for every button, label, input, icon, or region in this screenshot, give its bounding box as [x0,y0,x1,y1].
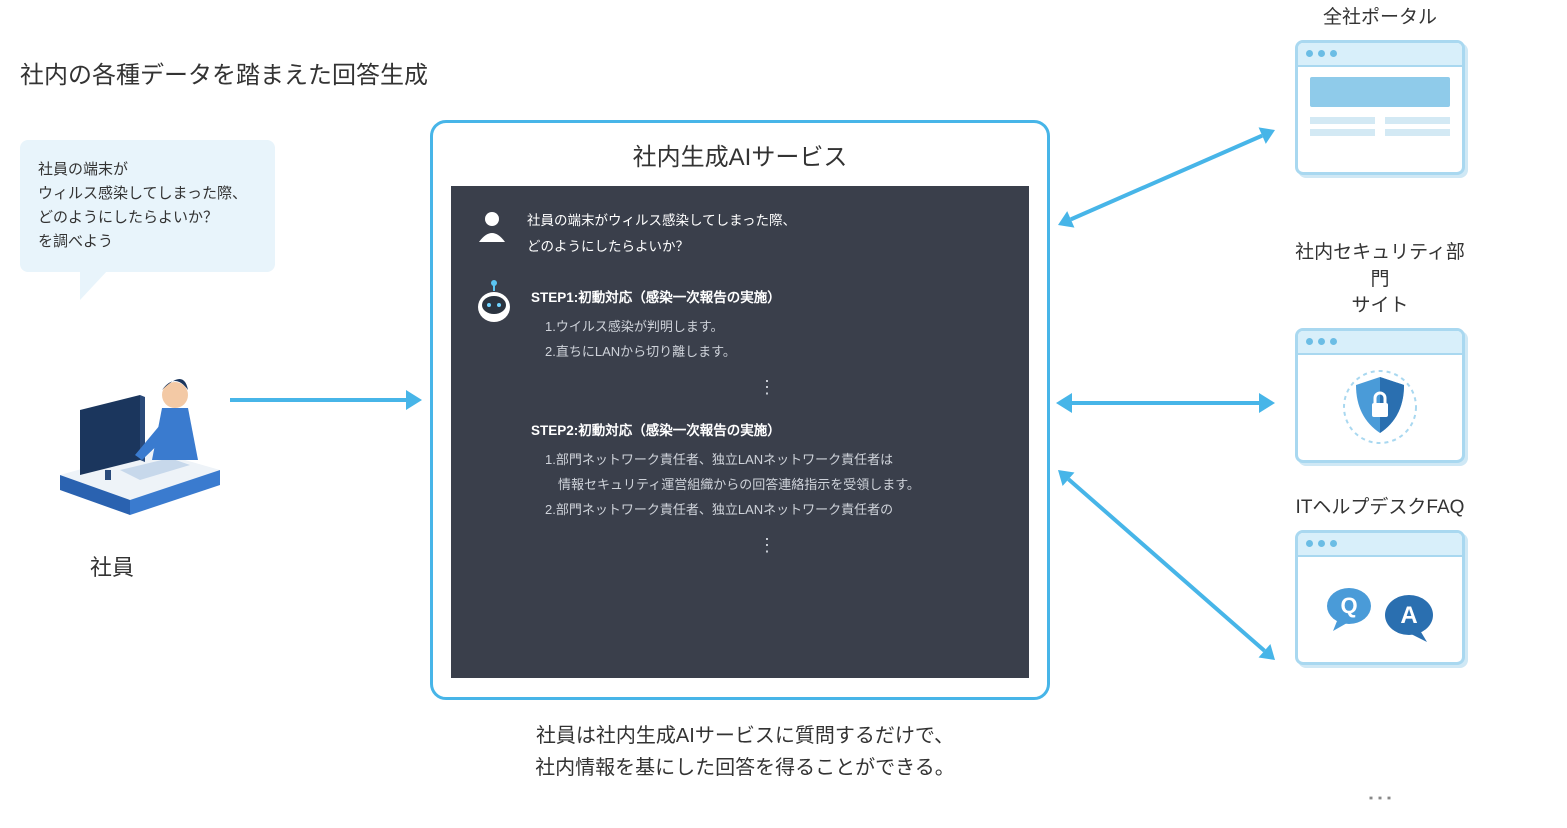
browser-card-icon [1295,40,1465,175]
employee-illustration [50,340,230,520]
q-bubble-icon: Q [1323,583,1375,635]
caption-line: 社員は社内生成AIサービスに質問するだけで、 [440,720,1050,752]
speech-line: を調べよう [38,230,257,254]
speech-line: どのようにしたらよいか？ [38,206,257,230]
source-portal: 全社ポータル [1290,5,1470,175]
browser-card-icon: Q A [1295,530,1465,665]
shield-lock-icon [1340,367,1420,447]
source-label: 全社ポータル [1290,5,1470,32]
step2-title: STEP2:初動対応（感染一次報告の実施） [531,418,1005,444]
bot-avatar-icon [475,279,513,576]
caption-line: 社内情報を基にした回答を得ることができる。 [440,752,1050,784]
chat-area: 社員の端末がウィルス感染してしまった際、 どのようにしたらよいか？ STEP1:… [451,186,1029,678]
step2-item: 1.部門ネットワーク責任者、独立LANネットワーク責任者は [545,448,1005,473]
speech-line: ウィルス感染してしまった際、 [38,182,257,206]
page-title: 社内の各種データを踏まえた回答生成 [20,55,428,90]
ellipsis-icon: ⋮ [531,528,1005,562]
step2-item: 情報セキュリティ運営組織からの回答連絡指示を受領します。 [545,473,1005,498]
ai-service-panel: 社内生成AIサービス 社員の端末がウィルス感染してしまった際、 どのようにしたら… [430,120,1050,700]
source-label: 社内セキュリティ部門 サイト [1290,240,1470,320]
step1-item: 1.ウイルス感染が判明します。 [545,315,1005,340]
ai-panel-title: 社内生成AIサービス [451,137,1029,172]
question-line: どのようにしたらよいか？ [527,234,1005,260]
step1-title: STEP1:初動対応（感染一次報告の実施） [531,285,1005,311]
source-security: 社内セキュリティ部門 サイト [1290,240,1470,463]
bottom-caption: 社員は社内生成AIサービスに質問するだけで、 社内情報を基にした回答を得ることが… [440,720,1050,784]
a-bubble-icon: A [1381,590,1437,646]
more-sources-ellipsis-icon: ⋮ [1365,785,1396,815]
svg-text:Q: Q [1340,593,1357,618]
source-label: ITヘルプデスクFAQ [1290,495,1470,522]
arrow-employee-to-ai [230,397,420,403]
step2-item: 2.部門ネットワーク責任者、独立LANネットワーク責任者の [545,498,1005,523]
employee-label: 社員 [90,550,134,582]
step1-item: 2.直ちにLANから切り離します。 [545,340,1005,365]
svg-text:A: A [1400,602,1417,629]
question-line: 社員の端末がウィルス感染してしまった際、 [527,208,1005,234]
speech-line: 社員の端末が [38,158,257,182]
user-avatar-icon [475,208,509,259]
browser-card-icon [1295,328,1465,463]
chat-answer-row: STEP1:初動対応（感染一次報告の実施） 1.ウイルス感染が判明します。 2.… [475,279,1005,576]
speech-bubble: 社員の端末が ウィルス感染してしまった際、 どのようにしたらよいか？ を調べよう [20,140,275,272]
arrow-ai-to-security [1058,400,1273,406]
chat-question-row: 社員の端末がウィルス感染してしまった際、 どのようにしたらよいか？ [475,208,1005,259]
source-faq: ITヘルプデスクFAQ Q A [1290,495,1470,665]
ellipsis-icon: ⋮ [531,370,1005,404]
